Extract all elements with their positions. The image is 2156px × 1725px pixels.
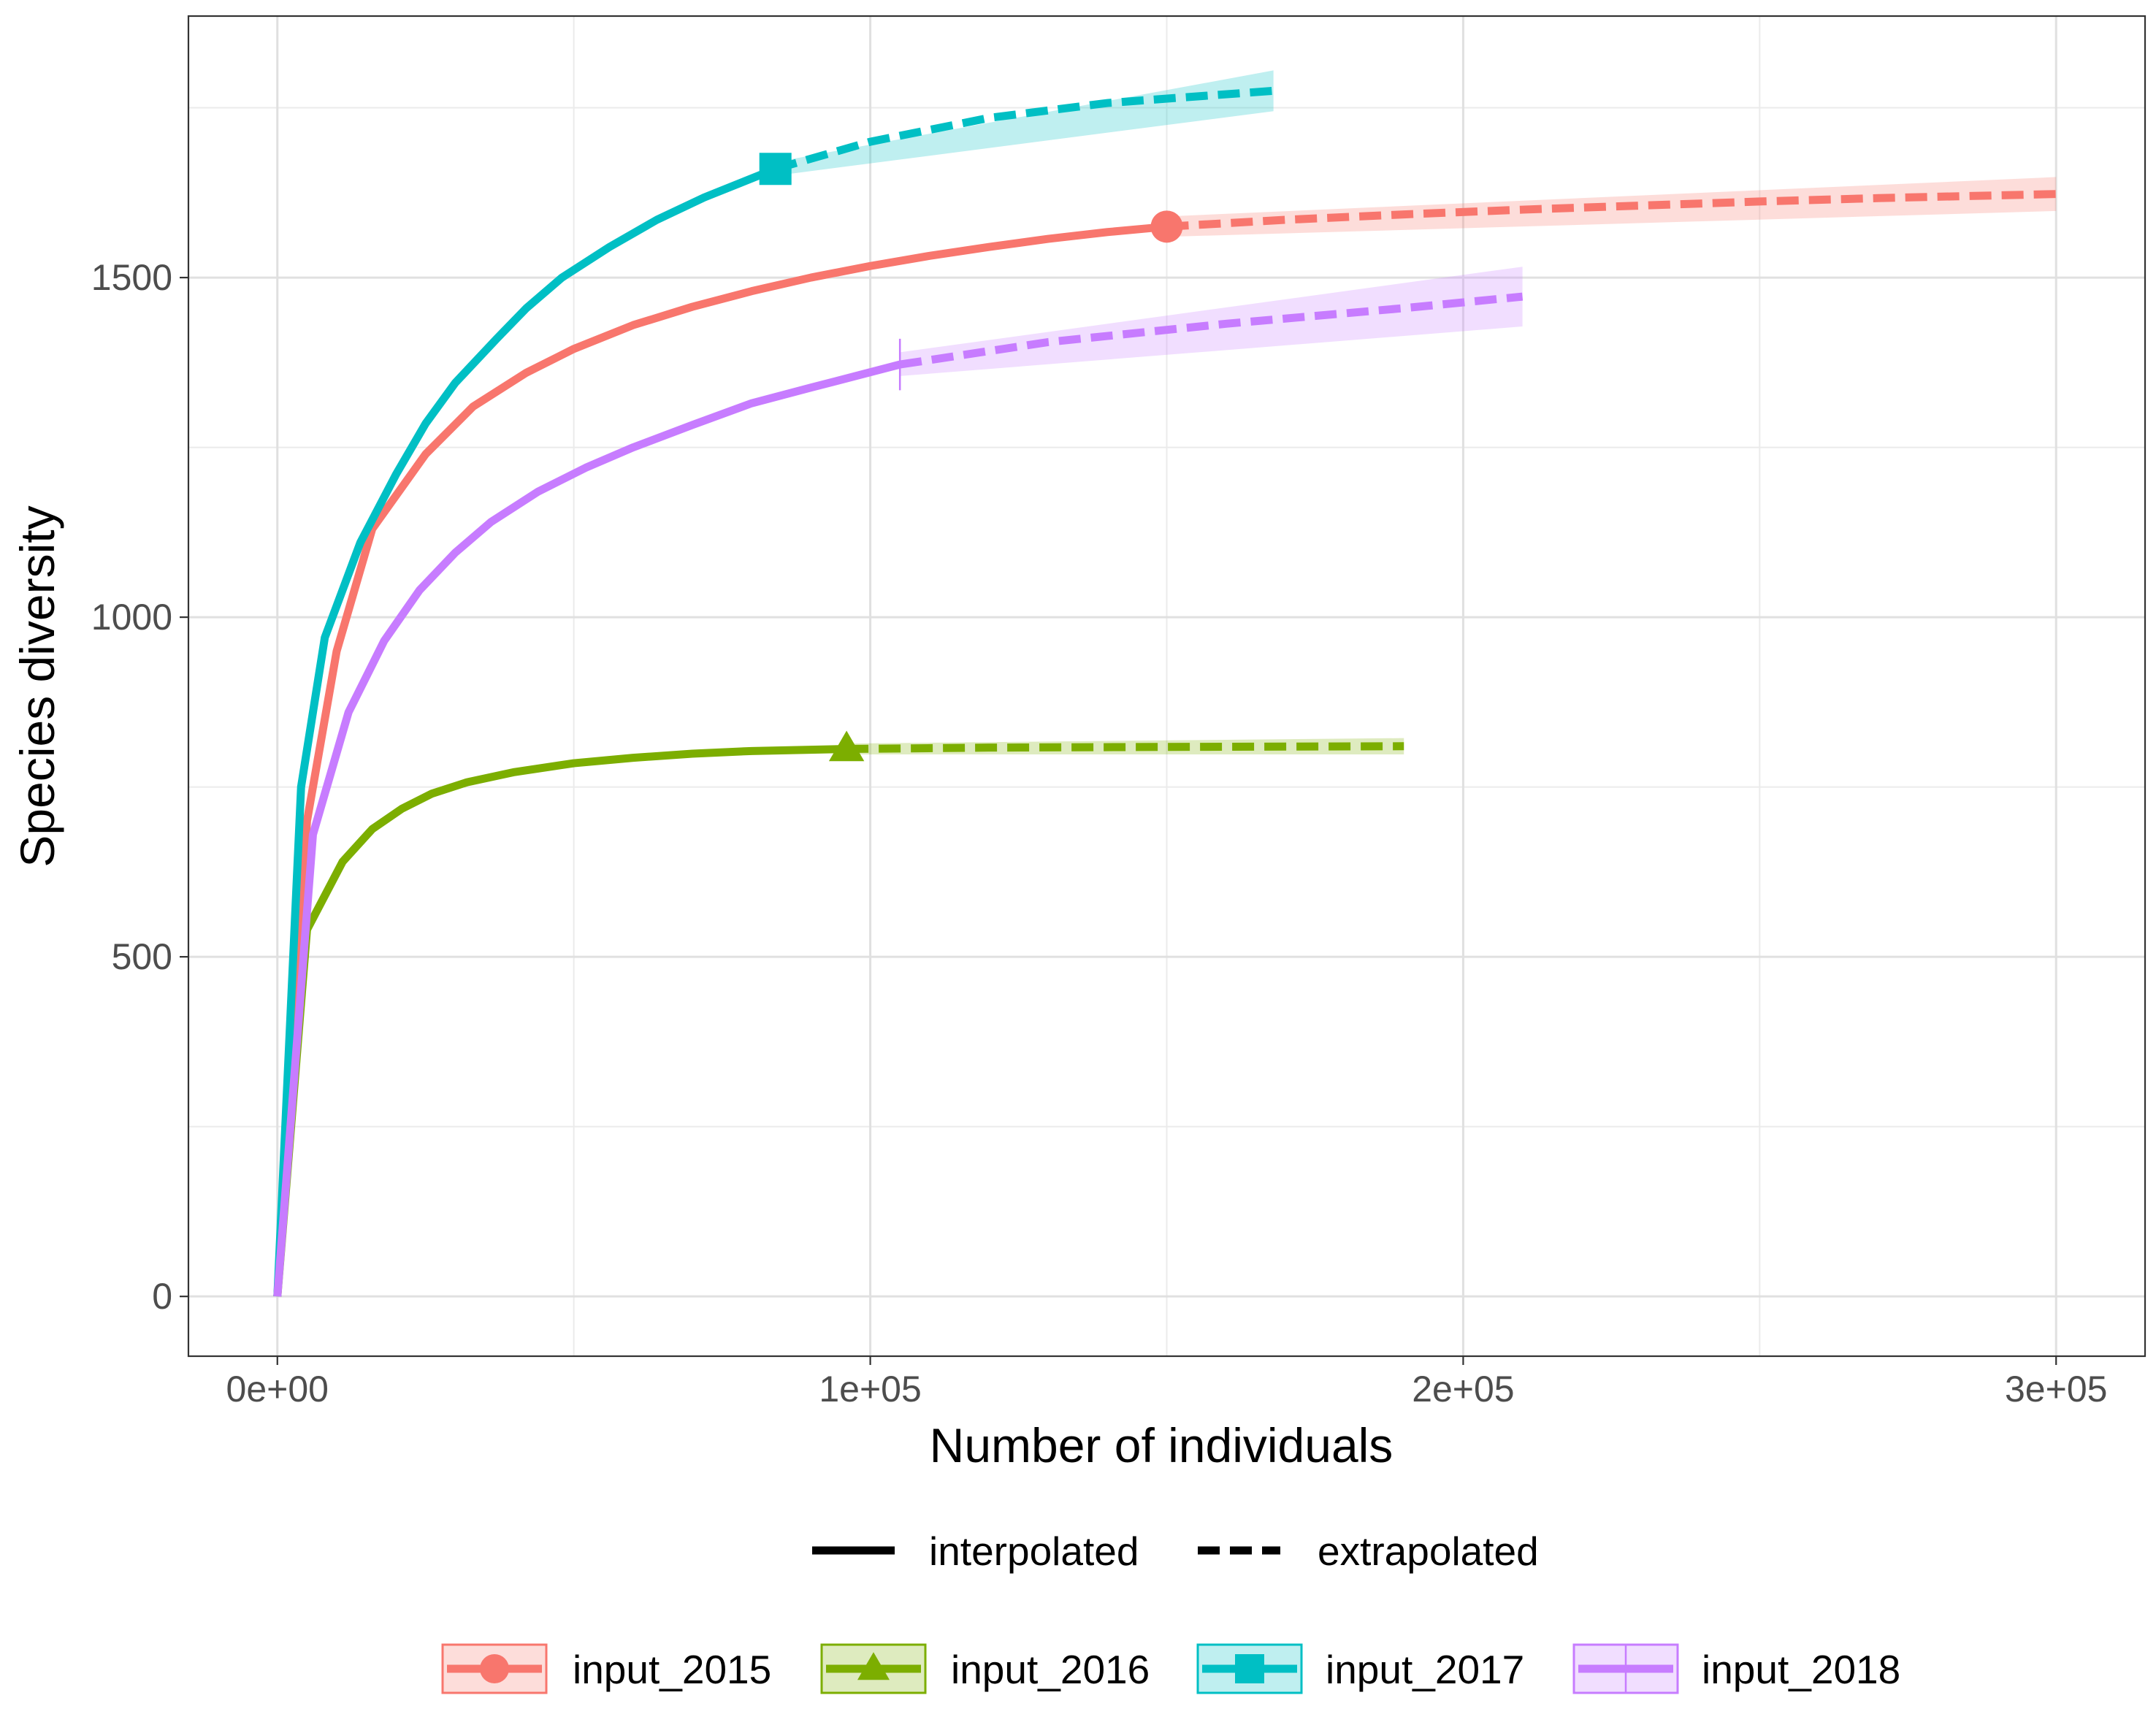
legend-item-input_2016: input_2016 [820, 1643, 1150, 1694]
x-axis-title: Number of individuals [930, 1418, 1394, 1472]
series-lines [273, 86, 2057, 1297]
line-interpolated-input_2018 [273, 360, 901, 1297]
legend-series-label: input_2017 [1326, 1647, 1524, 1692]
legend-method: interpolated extrapolated [812, 1529, 1539, 1574]
y-tick-label: 0 [152, 1276, 172, 1317]
line-extrapolated-input_2017 [774, 86, 1274, 173]
band-input_2015 [1166, 177, 2057, 237]
legend-series-label: input_2018 [1702, 1647, 1900, 1692]
y-tick-label: 1500 [91, 257, 172, 298]
legend-item-input_2015: input_2015 [441, 1643, 771, 1694]
x-tick-label: 0e+00 [226, 1369, 329, 1410]
line-interpolated-input_2016 [273, 745, 847, 1297]
legend-key-marker [480, 1654, 509, 1683]
x-tick-label: 3e+05 [2005, 1369, 2107, 1410]
legend-key-marker [857, 1652, 890, 1680]
legend-extrapolated-label: extrapolated [1318, 1529, 1539, 1574]
legend-series: input_2015 input_2016 input_2017 input_2018 [441, 1643, 1900, 1694]
line-interpolated-input_2017 [273, 165, 777, 1297]
y-tick-label: 500 [112, 936, 172, 977]
confidence-bands [775, 70, 2057, 754]
y-axis: 0 500 1000 1500 [91, 257, 188, 1317]
legend-item-input_2017: input_2017 [1196, 1643, 1524, 1694]
legend-series-label: input_2016 [951, 1647, 1150, 1692]
observed-markers [759, 153, 1183, 762]
legend-interpolated-label: interpolated [929, 1529, 1139, 1574]
x-tick-label: 1e+05 [819, 1369, 921, 1410]
y-tick-label: 1000 [91, 597, 172, 638]
major-gridlines [188, 16, 2145, 1356]
panel-border [187, 15, 2147, 1358]
legend-series-label: input_2015 [573, 1647, 771, 1692]
observed-marker-input_2016 [828, 730, 865, 762]
legend-key-marker [1235, 1654, 1264, 1683]
line-extrapolated-input_2018 [899, 292, 1524, 369]
line-interpolated-input_2015 [273, 222, 1168, 1297]
line-extrapolated-input_2015 [1166, 190, 2057, 231]
observed-marker-input_2017 [759, 153, 792, 185]
line-extrapolated-input_2016 [846, 742, 1404, 754]
x-tick-label: 2e+05 [1412, 1369, 1514, 1410]
band-input_2018 [900, 267, 1523, 376]
band-input_2017 [775, 70, 1274, 176]
observed-marker-input_2015 [1150, 210, 1183, 243]
legend-item-input_2018: input_2018 [1572, 1643, 1900, 1694]
y-axis-title: Species diversity [10, 505, 64, 867]
x-axis: 0e+00 1e+05 2e+05 3e+05 [226, 1356, 2107, 1410]
